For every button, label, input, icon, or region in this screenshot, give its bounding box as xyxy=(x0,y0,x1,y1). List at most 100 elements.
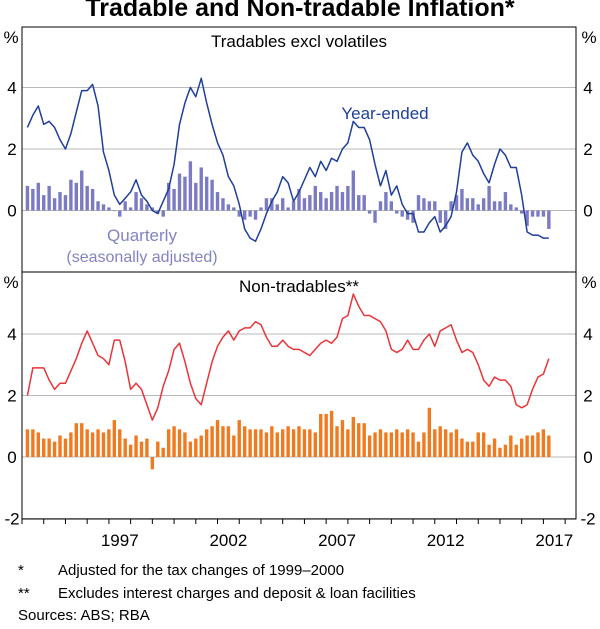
non-tradables-quarterly-bar xyxy=(156,441,160,458)
tradables-quarterly-bar xyxy=(297,188,301,211)
non-tradables-quarterly-bar xyxy=(107,429,111,457)
non-tradables-quarterly-bar xyxy=(242,426,247,457)
non-tradables-quarterly-bar xyxy=(215,420,220,457)
tradables-quarterly-bar xyxy=(177,173,182,211)
non-tradables-quarterly-bar xyxy=(530,435,535,457)
non-tradables-quarterly-bar xyxy=(308,429,312,457)
tradables-year-ended-line xyxy=(26,77,549,242)
tradables-quarterly-bar xyxy=(107,207,111,211)
non-tradables-quarterly-bar xyxy=(319,413,323,457)
non-tradables-quarterly-bar xyxy=(346,429,350,457)
tradables-quarterly-bar xyxy=(395,210,399,214)
year-ended-label: Year-ended xyxy=(341,104,428,123)
non-tradables-quarterly-bar xyxy=(25,429,30,457)
tradables-ytick-left: 4 xyxy=(7,79,16,98)
tradables-panel-title: Tradables excl volatiles xyxy=(211,32,387,51)
tradables-quarterly-bar xyxy=(405,210,410,220)
footnote-1-marker: * xyxy=(18,562,24,579)
non-tradables-quarterly-bar xyxy=(128,444,133,457)
non-tradables-quarterly-bar xyxy=(389,432,394,457)
non-tradables-quarterly-bar xyxy=(69,432,73,457)
chart-title: Tradable and Non-tradable Inflation* xyxy=(85,0,515,22)
tradables-quarterly-bar xyxy=(308,195,312,211)
tradables-quarterly-bar xyxy=(351,170,356,211)
x-tick-label: 2012 xyxy=(427,531,465,550)
tradables-quarterly-bar xyxy=(128,207,133,211)
tradables-quarterly-bar xyxy=(503,192,508,211)
tradables-quarterly-bar xyxy=(329,192,334,211)
tradables-quarterly-bar xyxy=(449,201,453,211)
tradables-quarterly-bar xyxy=(362,195,366,211)
non-tradables-panel-title: Non-tradables** xyxy=(239,277,359,296)
tradables-quarterly-bar xyxy=(536,210,540,217)
tradables-quarterly-bar xyxy=(31,188,35,211)
non-tradables-quarterly-bar xyxy=(221,426,225,457)
tradables-quarterly-bar xyxy=(90,188,95,211)
tradables-quarterly-bar xyxy=(492,201,497,211)
footnote-1-text: Adjusted for the tax changes of 1999–200… xyxy=(58,562,345,579)
tradables-quarterly-bar xyxy=(400,210,404,217)
tradables-quarterly-bar xyxy=(215,192,220,211)
tradables-quarterly-bar xyxy=(302,198,307,211)
non-tradables-quarterly-bar xyxy=(541,429,546,457)
non-tradables-quarterly-bar xyxy=(232,435,236,457)
tradables-quarterly-bar xyxy=(340,192,345,211)
non-tradables-quarterly-bar xyxy=(509,435,513,457)
non-tradables-quarterly-bar xyxy=(259,429,263,457)
non-tradables-quarterly-bar xyxy=(281,429,285,457)
non-tradables-quarterly-bar xyxy=(324,413,328,457)
non-tradables-year-ended-line xyxy=(26,293,550,421)
tradables-quarterly-bar xyxy=(373,210,377,223)
tradables-quarterly-bar xyxy=(166,182,171,211)
non-tradables-quarterly-bar xyxy=(226,426,231,457)
non-tradables-quarterly-bar xyxy=(253,429,258,457)
tradables-quarterly-bar xyxy=(454,195,459,211)
tradables-quarterly-bar xyxy=(465,198,470,211)
non-tradables-quarterly-bar xyxy=(362,423,366,457)
non-tradables-quarterly-bar xyxy=(150,457,155,470)
non-tradables-quarterly-bar xyxy=(395,429,399,457)
non-tradables-quarterly-bar xyxy=(270,426,274,457)
non-tradables-quarterly-bar xyxy=(291,429,296,457)
non-tradables-quarterly-bar xyxy=(58,435,62,457)
non-tradables-quarterly-bar xyxy=(378,429,383,457)
tradables-quarterly-bar xyxy=(357,195,361,211)
non-tradables-quarterly-bar xyxy=(166,429,171,457)
non-tradables-quarterly-bar xyxy=(264,432,269,457)
tradables-quarterly-bar xyxy=(58,192,62,211)
tradables-quarterly-bar xyxy=(433,201,437,211)
non-tradables-quarterly-bar xyxy=(411,432,415,457)
non-tradables-quarterly-bar xyxy=(449,432,453,457)
seasonally-adjusted-label: (seasonally adjusted) xyxy=(66,249,217,266)
tradables-quarterly-bar xyxy=(237,210,241,217)
tradables-quarterly-bar xyxy=(519,210,524,214)
non-tradables-quarterly-bar xyxy=(145,438,149,457)
non-tradables-quarterly-bar xyxy=(112,420,117,457)
tradables-quarterly-bar xyxy=(378,201,383,211)
non-tradables-quarterly-bar xyxy=(199,435,203,457)
tradables-quarterly-bar xyxy=(112,210,117,212)
tradables-quarterly-bar xyxy=(514,207,518,211)
tradables-ytick-left: 0 xyxy=(7,202,16,221)
tradables-quarterly-bar xyxy=(525,210,529,226)
non-tradables-ytick-left: 4 xyxy=(7,325,16,344)
sources: Sources: ABS; RBA xyxy=(18,607,150,624)
tradables-quarterly-bar xyxy=(313,185,317,211)
footnote-2: ** Excludes interest charges and deposit … xyxy=(18,585,416,602)
tradables-quarterly-bar xyxy=(389,201,394,211)
tradables-quarterly-bar xyxy=(487,185,491,211)
non-tradables-quarterly-bar xyxy=(248,429,252,457)
non-tradables-quarterly-bar xyxy=(118,429,122,457)
non-tradables-quarterly-bar xyxy=(340,420,345,457)
non-tradables-quarterly-bar xyxy=(101,432,106,457)
non-tradables-quarterly-bar xyxy=(536,432,540,457)
tradables-quarterly-bar xyxy=(264,198,269,211)
non-tradables-quarterly-bar xyxy=(90,432,95,457)
non-tradables-quarterly-bar xyxy=(422,432,426,457)
tradables-quarterly-bar xyxy=(101,204,106,211)
tradables-quarterly-bar xyxy=(411,210,415,223)
non-tradables-quarterly-bar xyxy=(433,429,437,457)
non-tradables-quarterly-bar xyxy=(481,432,486,457)
non-tradables-quarterly-bar xyxy=(134,435,138,457)
non-tradables-quarterly-bar xyxy=(177,429,182,457)
